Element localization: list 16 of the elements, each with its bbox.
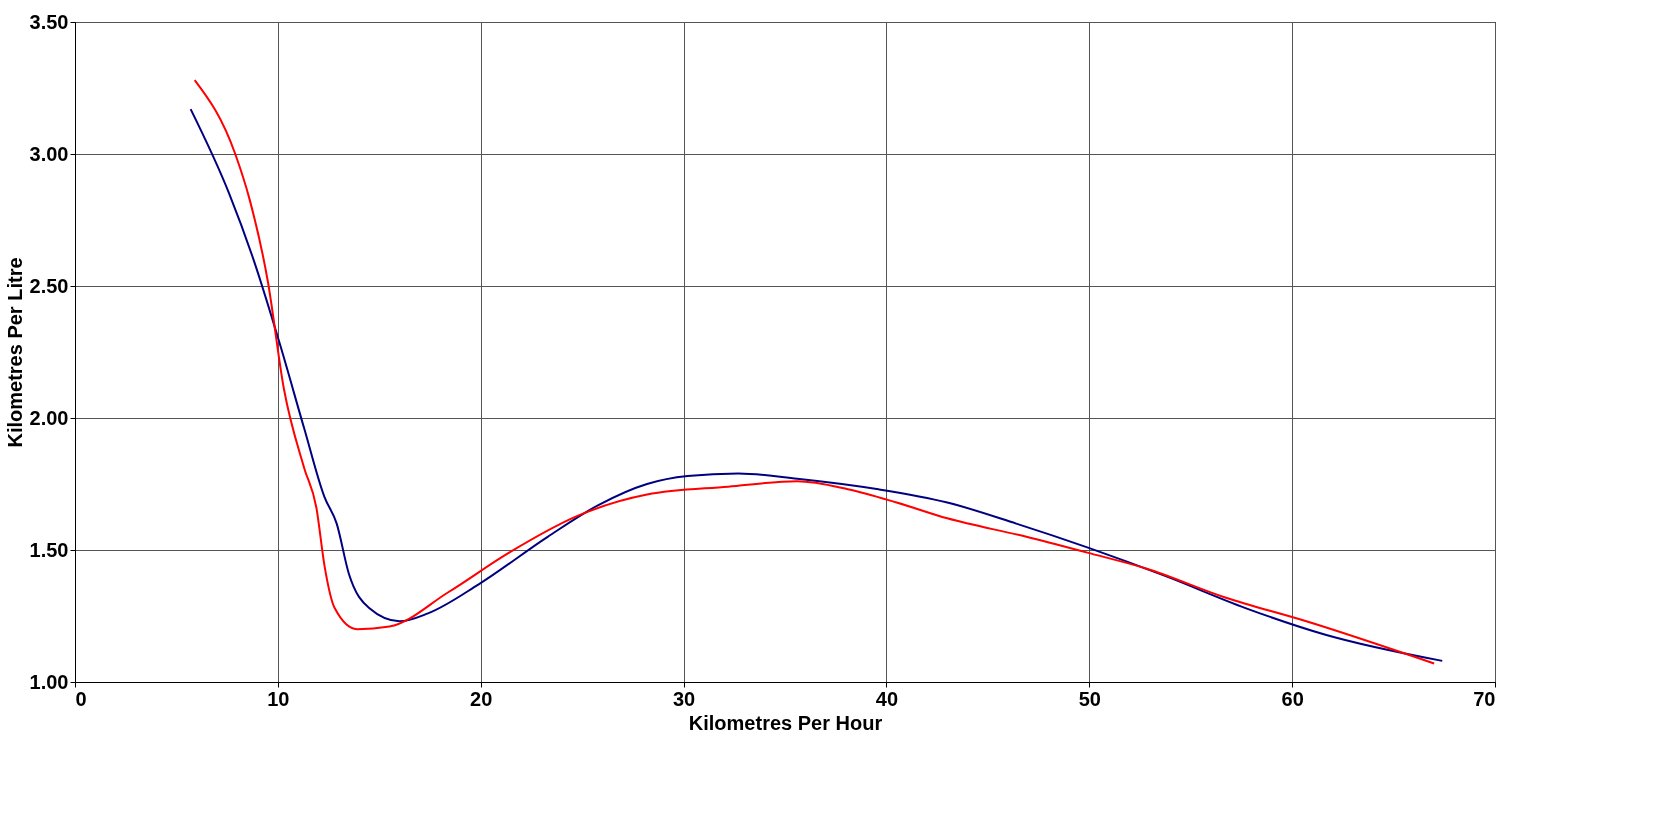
y-tick-label: 2.50 xyxy=(29,274,69,297)
x-axis-title: Kilometres Per Hour xyxy=(688,711,883,734)
x-tick-label: 10 xyxy=(267,687,290,710)
y-tick-label: 3.00 xyxy=(29,142,69,165)
y-axis-title: Kilometres Per Litre xyxy=(3,257,26,448)
y-tick-label: 1.50 xyxy=(29,538,69,561)
x-tick-label: 20 xyxy=(470,687,493,710)
x-tick-label: 50 xyxy=(1078,687,1101,710)
y-tick-label: 3.50 xyxy=(29,10,69,33)
x-tick-label: 70 xyxy=(1473,687,1496,710)
y-tick-label: 1.00 xyxy=(29,670,69,693)
x-tick-label: 0 xyxy=(75,687,87,710)
x-tick-label: 30 xyxy=(672,687,696,710)
x-tick-label: 40 xyxy=(875,687,899,710)
x-tick-label: 60 xyxy=(1281,687,1304,710)
y-tick-label: 2.00 xyxy=(29,406,69,429)
